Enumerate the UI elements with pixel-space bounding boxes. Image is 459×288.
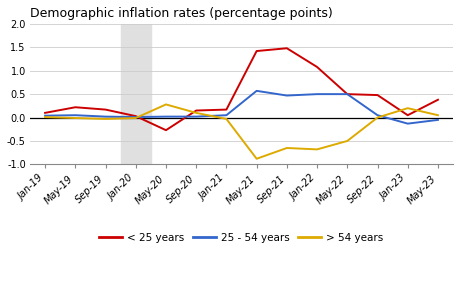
Bar (120, 24, 151, 164)
Legend: < 25 years, 25 - 54 years, > 54 years: < 25 years, 25 - 54 years, > 54 years (95, 229, 387, 247)
Text: Demographic inflation rates (percentage points): Demographic inflation rates (percentage … (30, 7, 332, 20)
